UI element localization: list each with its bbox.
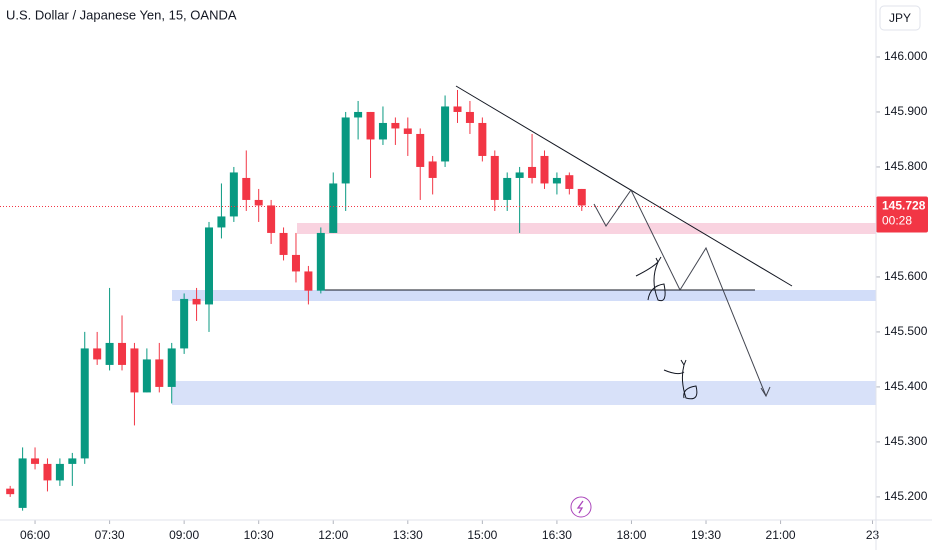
candle-body	[329, 183, 338, 233]
y-tick-label: 145.900	[884, 104, 928, 118]
support-zone	[172, 290, 876, 301]
scribble	[635, 256, 666, 302]
y-tick-label: 146.000	[884, 49, 928, 63]
candle-body	[515, 172, 524, 178]
countdown-label: 00:28	[882, 214, 912, 228]
x-tick-label: 18:00	[616, 528, 646, 542]
candle-body	[180, 298, 189, 349]
candle-body	[204, 227, 213, 305]
candle-body	[503, 177, 512, 200]
candle-body	[540, 155, 549, 184]
trend-line	[455, 85, 793, 287]
x-tick-label: 07:30	[95, 528, 125, 542]
candle-body	[267, 205, 276, 233]
candle-body	[391, 122, 400, 129]
candle-body	[416, 133, 425, 167]
y-tick-label: 145.200	[884, 489, 928, 503]
candle-body	[229, 172, 238, 217]
candle-body	[18, 458, 27, 508]
candle-body	[354, 111, 363, 118]
candle-body	[552, 177, 561, 184]
currency-button[interactable]	[879, 5, 921, 31]
last-price-box	[876, 196, 928, 233]
candle-body	[441, 106, 450, 162]
candle-body	[341, 117, 350, 184]
x-tick-label: 13:30	[393, 528, 423, 542]
x-tick-label: 15:00	[467, 528, 497, 542]
candle-body	[155, 359, 164, 387]
candle-body	[55, 463, 64, 481]
x-tick-label: 21:00	[766, 528, 796, 542]
x-tick-label: 09:00	[169, 528, 199, 542]
projection-path	[593, 189, 767, 397]
candle-body	[366, 111, 375, 140]
candle-body	[217, 216, 226, 228]
candle-body	[528, 166, 537, 178]
arrow-head	[760, 386, 771, 398]
candle-body	[378, 122, 387, 140]
candle-body	[192, 298, 201, 305]
y-tick-label: 145.500	[884, 324, 928, 338]
chart-title: U.S. Dollar / Japanese Yen, 15, OANDA	[6, 7, 237, 22]
candles	[6, 89, 586, 511]
event-icon[interactable]	[570, 496, 592, 518]
y-tick-label: 145.300	[884, 434, 928, 448]
x-tick-label: 06:00	[20, 528, 50, 542]
y-tick-label: 145.800	[884, 159, 928, 173]
candle-body	[565, 175, 574, 189]
support-zone	[172, 381, 876, 405]
candle-body	[43, 463, 52, 481]
candle-body	[80, 348, 89, 459]
candle-body	[316, 232, 325, 291]
event-icon-bolt	[576, 500, 584, 514]
candle-body	[105, 342, 114, 365]
currency-label[interactable]: JPY	[889, 11, 911, 25]
x-tick-label: 10:30	[244, 528, 274, 542]
candle-body	[118, 342, 127, 365]
candle-body	[130, 348, 139, 393]
candle-body	[254, 199, 263, 206]
y-tick-label: 145.600	[884, 269, 928, 283]
candle-body	[428, 161, 437, 178]
candle-body	[403, 128, 412, 134]
scribble	[663, 359, 698, 400]
x-tick-label: 12:00	[318, 528, 348, 542]
candle-body	[68, 458, 77, 464]
candle-body	[31, 458, 40, 464]
x-tick-label: 16:30	[542, 528, 572, 542]
last-price-label: 145.728	[882, 199, 926, 213]
candle-body	[478, 122, 487, 156]
candle-body	[453, 106, 462, 112]
candle-body	[142, 359, 151, 393]
candle-body	[279, 232, 288, 255]
candle-body	[6, 488, 15, 495]
candle-body	[93, 348, 102, 360]
candle-body	[291, 254, 300, 272]
resistance-zone	[297, 223, 876, 234]
candle-body	[304, 271, 313, 291]
candle-body	[242, 177, 251, 200]
candle-body	[490, 155, 499, 200]
y-tick-label: 145.400	[884, 379, 928, 393]
candle-body	[167, 348, 176, 387]
axes: 145.200 145.300 145.400 145.500 145.600 145.7…	[0, 49, 928, 542]
candle-body	[465, 111, 474, 123]
x-tick-label: 19:30	[691, 528, 721, 542]
x-tick-label: 23	[866, 528, 880, 542]
candle-body	[577, 188, 586, 206]
